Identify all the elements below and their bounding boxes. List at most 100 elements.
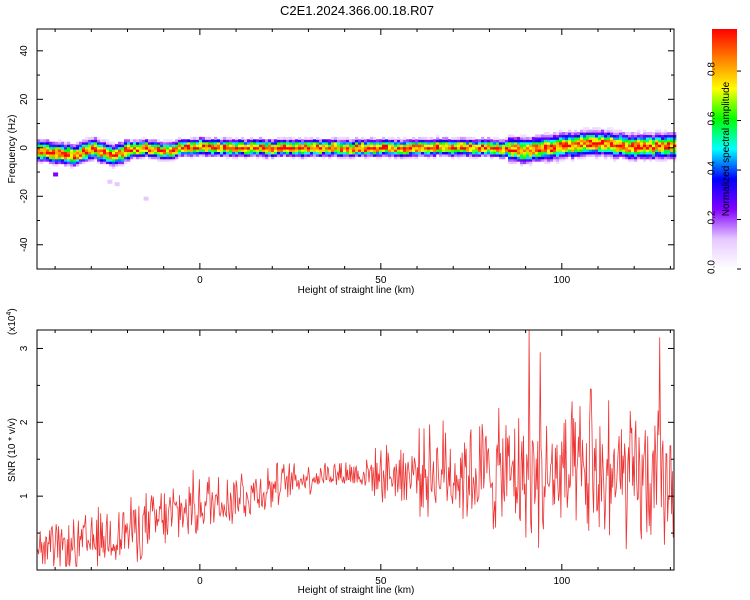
spectrogram-cell: [562, 146, 566, 150]
spectrogram-cell: [469, 144, 473, 148]
spectrogram-cell: [265, 156, 269, 160]
spectrogram-cell: [136, 139, 140, 143]
spectrogram-cell: [298, 153, 302, 157]
spectrogram-cell: [628, 158, 632, 162]
spectrogram-cell: [505, 149, 509, 152]
spectrogram-cell: [604, 134, 608, 138]
spectrogram-cell: [424, 139, 428, 143]
spectrogram-cell: [652, 132, 656, 136]
spectrogram-cell: [550, 141, 554, 145]
spectrogram-cell: [151, 146, 155, 150]
spectrogram-cell: [331, 151, 335, 155]
spectrogram-cell: [667, 153, 671, 157]
spectrogram-cell: [544, 146, 548, 150]
spectrogram-cell: [199, 149, 203, 152]
spectrogram-cell: [601, 144, 605, 148]
spectrogram-cell: [118, 156, 122, 160]
spectrogram-cell: [547, 141, 551, 145]
spectrogram-cell: [475, 153, 479, 157]
spectrogram-cell: [241, 153, 245, 157]
spectrogram-cell: [169, 141, 173, 145]
spectrogram-cell: [565, 153, 569, 157]
spectrogram-y-tick-label: 40: [19, 45, 30, 57]
spectrogram-cell: [646, 141, 650, 145]
spectrogram-cell: [658, 144, 662, 148]
spectrogram-cell: [595, 141, 599, 145]
spectrogram-cell: [565, 144, 569, 148]
spectrogram-cell: [673, 134, 677, 138]
spectrogram-cell: [262, 151, 266, 155]
spectrogram-cell: [604, 144, 608, 148]
spectrogram-cell: [616, 129, 620, 133]
spectrogram-cell: [400, 139, 404, 143]
spectrogram-cell: [190, 151, 194, 155]
spectrogram-cell: [196, 141, 200, 145]
spectrogram-cell: [610, 134, 614, 138]
spectrogram-cell: [196, 151, 200, 155]
spectrogram-cell: [232, 141, 236, 145]
spectrogram-cell: [196, 146, 200, 150]
spectrogram-cell: [439, 146, 443, 150]
spectrogram-cell: [556, 149, 560, 152]
spectrogram-cell: [514, 161, 518, 165]
spectrogram-cell: [151, 156, 155, 160]
spectrogram-cell: [43, 139, 47, 143]
spectrogram-cell: [343, 139, 347, 143]
spectrogram-cell: [52, 153, 56, 157]
spectrogram-cell: [592, 129, 596, 133]
spectrogram-cell: [538, 144, 542, 148]
spectrogram-cell: [394, 156, 398, 160]
spectrogram-cell: [55, 149, 59, 152]
spectrogram-cell: [586, 127, 590, 131]
spectrogram-cell: [88, 144, 92, 148]
spectrogram-cell: [532, 146, 536, 150]
spectrogram-cell: [304, 139, 308, 143]
spectrogram-cell: [127, 141, 131, 145]
spectrogram-cell: [118, 149, 122, 152]
spectrogram-cell: [373, 139, 377, 143]
spectrogram-cell: [175, 151, 179, 155]
spectrogram-cell: [355, 136, 359, 140]
spectrogram-cell: [259, 139, 263, 143]
spectrogram-cell: [433, 141, 437, 145]
spectrogram-cell: [589, 132, 593, 136]
spectrogram-cell: [595, 156, 599, 160]
spectrogram-cell: [304, 144, 308, 148]
spectrogram-cell: [340, 156, 344, 160]
spectrogram-cell: [613, 129, 617, 133]
spectrogram-cell: [79, 156, 83, 160]
spectrogram-cell: [172, 153, 176, 157]
spectrogram-cell: [136, 156, 140, 160]
spectrogram-cell: [610, 127, 614, 131]
spectrogram-cell: [121, 146, 125, 150]
spectrogram-cell: [238, 146, 242, 150]
spectrogram-cell: [136, 144, 140, 148]
spectrogram-cell: [433, 139, 437, 143]
spectrogram-cell: [379, 156, 383, 160]
spectrogram-cell: [316, 141, 320, 145]
spectrogram-cell: [52, 149, 56, 152]
spectrogram-cell: [622, 156, 626, 160]
spectrogram-cell: [268, 149, 272, 152]
spectrogram-cell: [514, 153, 518, 157]
spectrogram-cell: [406, 153, 410, 157]
spectrogram-cell: [433, 144, 437, 148]
spectrogram-cell: [172, 144, 176, 148]
spectrogram-cell: [445, 144, 449, 148]
spectrogram-cell: [436, 146, 440, 150]
spectrogram-cell: [568, 144, 572, 148]
spectrogram-cell: [595, 129, 599, 133]
spectrogram-cell: [82, 153, 86, 157]
spectrogram-cell: [583, 149, 587, 152]
spectrogram-cell: [235, 146, 239, 150]
spectrogram-cell: [595, 149, 599, 152]
spectrogram-cell: [670, 149, 674, 152]
spectrogram-cell: [643, 129, 647, 133]
spectrogram-cell: [433, 146, 437, 150]
spectrogram-cell: [613, 144, 617, 148]
spectrogram-cell: [430, 136, 434, 140]
spectrogram-cell: [571, 136, 575, 140]
spectrogram-cell: [469, 139, 473, 143]
spectrogram-cell: [100, 158, 104, 162]
spectrogram-cell: [106, 139, 110, 143]
